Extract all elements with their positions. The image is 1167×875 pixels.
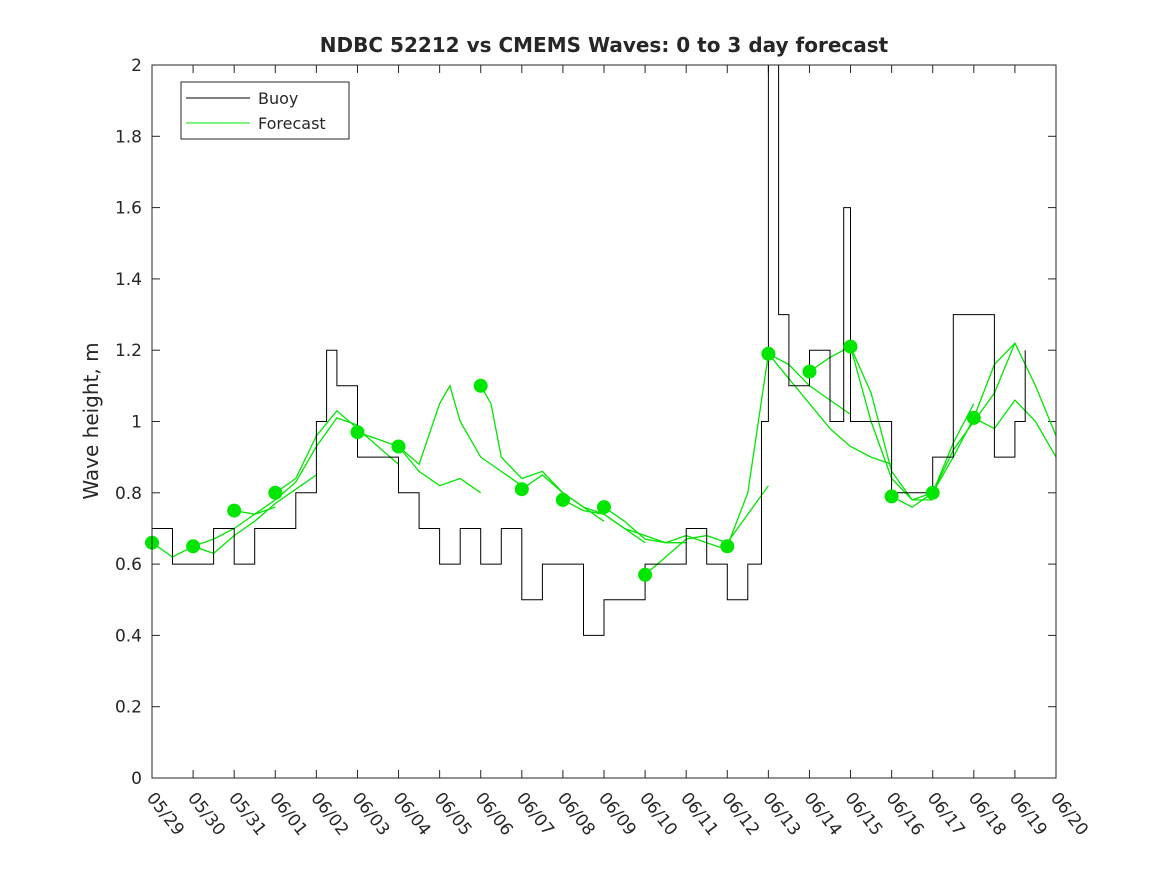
plot-frame <box>151 64 1057 779</box>
forecast-start-point <box>268 485 283 500</box>
plot-area <box>152 65 1056 778</box>
forecast-start-point <box>186 539 201 554</box>
y-tick-label: 1.8 <box>115 127 142 147</box>
forecast-run-line <box>398 384 523 487</box>
x-tick-label: 06/08 <box>553 789 599 840</box>
forecast-start-point <box>720 539 735 554</box>
series-layer <box>151 64 1057 636</box>
x-tick-label: 06/16 <box>882 789 928 840</box>
y-tick-label: 2 <box>131 56 142 76</box>
forecast-run-line <box>234 417 358 515</box>
forecast-start-point <box>802 364 817 379</box>
legend: Buoy Forecast <box>180 81 350 140</box>
x-tick-label: 06/04 <box>389 789 435 840</box>
x-tick-label: 06/17 <box>923 789 969 840</box>
x-tick-label: 06/18 <box>964 789 1010 840</box>
forecast-start-point <box>638 567 653 582</box>
forecast-start-point <box>555 492 570 507</box>
y-tick-label: 1.2 <box>115 341 142 361</box>
chart-title: NDBC 52212 vs CMEMS Waves: 0 to 3 day fo… <box>320 33 889 57</box>
forecast-run-line <box>357 431 482 494</box>
x-tick-label: 05/30 <box>183 789 229 840</box>
x-tick-label: 06/01 <box>265 789 311 840</box>
x-tick-label: 06/10 <box>635 789 681 840</box>
forecast-start-point <box>391 439 406 454</box>
forecast-start-point <box>514 482 529 497</box>
y-tick-label: 1 <box>131 413 142 433</box>
forecast-start-point <box>473 378 488 393</box>
x-tick-label: 06/06 <box>471 789 517 840</box>
forecast-start-point <box>966 410 981 425</box>
x-tick-label: 06/07 <box>512 789 558 840</box>
x-tick-label: 06/09 <box>594 789 640 840</box>
legend-buoy-label: Buoy <box>258 89 298 108</box>
x-tick-label: 06/15 <box>841 789 887 840</box>
x-tick-label: 06/20 <box>1046 789 1092 840</box>
y-tick-label: 0.4 <box>115 626 142 646</box>
forecast-markers <box>145 339 981 582</box>
forecast-run-line <box>973 399 1057 458</box>
forecast-start-point <box>350 425 365 440</box>
buoy-series-line <box>152 64 1026 636</box>
y-tick-label: 0.6 <box>115 555 142 575</box>
forecast-start-point <box>227 503 242 518</box>
legend-box <box>180 81 350 140</box>
legend-forecast-label: Forecast <box>258 114 326 133</box>
x-tick-label: 06/19 <box>1005 789 1051 840</box>
forecast-start-point <box>761 346 776 361</box>
forecast-run-line <box>274 409 399 494</box>
x-tick-label: 06/03 <box>348 789 394 840</box>
x-tick-label: 06/02 <box>306 789 352 840</box>
forecast-start-point <box>597 500 611 515</box>
forecast-start-point <box>884 489 899 504</box>
x-tick-label: 06/12 <box>717 789 763 840</box>
x-tick-label: 06/14 <box>800 789 846 840</box>
x-tick-label: 05/31 <box>224 789 270 840</box>
y-tick-label: 0.8 <box>115 484 142 504</box>
x-tick-label: 05/29 <box>142 789 188 840</box>
y-tick-label: 1.6 <box>115 199 142 219</box>
y-tick-label: 1.4 <box>115 270 142 290</box>
y-tick-label: 0 <box>131 769 142 789</box>
x-tick-label: 06/13 <box>758 789 804 840</box>
x-tick-label: 06/11 <box>676 789 722 840</box>
forecast-start-point <box>843 339 858 354</box>
y-tick-label: 0.2 <box>115 698 142 718</box>
forecast-start-point <box>925 485 940 500</box>
y-axis-label: Wave height, m <box>79 342 103 499</box>
x-tick-label: 06/05 <box>430 789 476 840</box>
